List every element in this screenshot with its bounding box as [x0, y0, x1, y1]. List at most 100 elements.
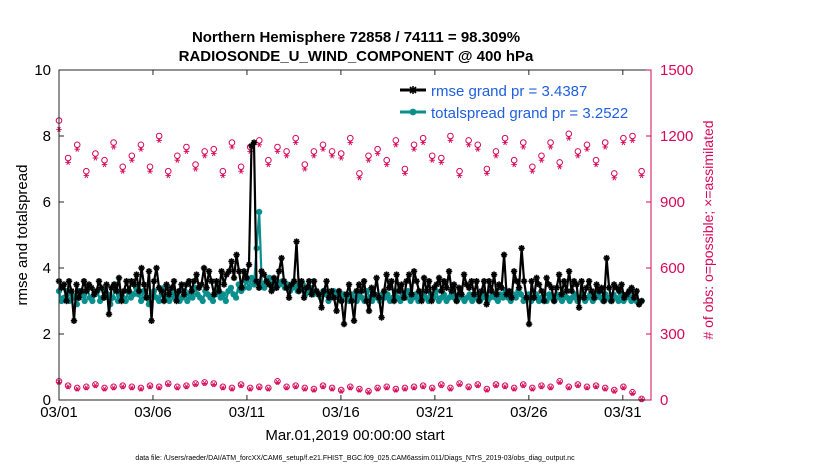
- rmse-point: [210, 291, 218, 298]
- rmse-point: [393, 271, 400, 278]
- obs-possible-marker: [456, 167, 463, 175]
- rmse-point: [490, 271, 498, 278]
- rmse-point: [473, 278, 480, 285]
- obs-assimilated-marker: [593, 161, 599, 168]
- rmse-point: [278, 254, 285, 262]
- obs-possible-marker: [547, 139, 554, 146]
- rmse-point: [530, 294, 538, 301]
- rmse-point: [390, 297, 398, 305]
- rmse-point: [358, 287, 365, 295]
- obs-possible-marker: [83, 167, 90, 175]
- obs-possible-marker: [219, 167, 227, 175]
- obs-possible-marker: [110, 139, 117, 146]
- obs-possible-low-marker: [365, 387, 372, 395]
- rmse-point: [625, 287, 633, 295]
- rmse-point: [505, 287, 513, 295]
- rmse-point: [493, 291, 500, 298]
- x-axis-label: Mar.01,2019 00:00:00 start: [265, 427, 445, 444]
- obs-possible-marker: [638, 167, 645, 175]
- rmse-point: [600, 297, 608, 305]
- rmse-point: [433, 281, 440, 288]
- rmse-point: [448, 287, 455, 295]
- obs-assimilated-low-marker: [520, 383, 527, 389]
- obs-possible-low-marker: [265, 384, 272, 392]
- rmse-point: [628, 284, 635, 291]
- legend-rmse-label: rmse grand pr = 3.4387: [431, 83, 587, 100]
- obs-assimilated-low-marker: [365, 389, 372, 395]
- obs-assimilated-low-marker: [265, 386, 272, 392]
- obs-assimilated-low-marker: [292, 384, 299, 390]
- obs-possible-low-marker: [456, 380, 463, 387]
- x-tick-label: 03/01: [40, 404, 78, 421]
- obs-possible-low-marker: [438, 381, 445, 388]
- rmse-point: [510, 268, 518, 275]
- obs-assimilated-low-marker: [356, 387, 363, 393]
- y-left-tick-label: 2: [43, 326, 51, 343]
- rmse-point: [75, 294, 83, 301]
- obs-possible-marker: [510, 156, 518, 164]
- rmse-point: [388, 278, 395, 285]
- chart-title-line2: RADIOSONDE_U_WIND_COMPONENT @ 400 hPa: [179, 48, 534, 65]
- rmse-point: [340, 320, 348, 328]
- rmse-point: [383, 271, 390, 278]
- rmse-point: [275, 268, 283, 275]
- obs-assimilated-marker: [447, 137, 454, 144]
- totalspread-point: [248, 274, 255, 281]
- rmse-point: [518, 245, 525, 252]
- rmse-point: [273, 284, 280, 291]
- rmse-point: [145, 268, 153, 275]
- rmse-point: [163, 281, 170, 288]
- obs-possible-low-marker: [483, 385, 491, 393]
- totalspread-point: [89, 297, 96, 305]
- obs-assimilated-marker: [338, 155, 344, 161]
- rmse-point: [203, 284, 210, 291]
- rmse-point: [515, 284, 523, 291]
- rmse-point: [348, 297, 355, 305]
- rmse-point: [238, 284, 245, 291]
- obs-possible-marker: [392, 137, 400, 144]
- obs-assimilated-low-marker: [147, 384, 153, 390]
- rmse-point: [190, 278, 198, 285]
- y-axis-right-label: # of obs: o=possible; ×=assimilated: [700, 120, 716, 339]
- obs-possible-low-marker: [538, 382, 545, 390]
- obs-possible-low-marker: [592, 382, 600, 390]
- obs-possible-low-marker: [83, 383, 90, 391]
- rmse-point: [295, 287, 303, 295]
- rmse-point: [460, 271, 468, 278]
- obs-possible-low-marker: [465, 383, 472, 391]
- obs-assimilated-low-marker: [92, 383, 99, 389]
- rmse-point: [240, 268, 248, 275]
- obs-possible-marker: [519, 139, 527, 146]
- rmse-point: [250, 139, 258, 146]
- obs-assimilated-marker: [220, 172, 226, 179]
- rmse-point: [428, 297, 435, 305]
- obs-possible-low-marker: [529, 384, 536, 392]
- totalspread-point: [517, 291, 525, 298]
- rmse-point: [343, 291, 350, 298]
- obs-assimilated-low-marker: [156, 385, 162, 391]
- obs-assimilated-marker: [119, 168, 126, 174]
- obs-possible-marker: [556, 159, 563, 166]
- obs-assimilated-marker: [556, 164, 563, 170]
- obs-assimilated-marker: [174, 157, 181, 163]
- rmse-point: [440, 278, 448, 285]
- obs-possible-marker: [356, 170, 363, 177]
- obs-possible-low-marker: [583, 383, 591, 391]
- y-left-tick-label: 10: [34, 62, 51, 79]
- rmse-point: [88, 284, 95, 291]
- rmse-point: [263, 278, 270, 285]
- obs-assimilated-low-marker: [465, 385, 472, 391]
- obs-possible-marker: [183, 143, 190, 151]
- obs-possible-low-marker: [547, 383, 554, 391]
- obs-possible-marker: [319, 141, 327, 149]
- obs-assimilated-low-marker: [311, 387, 317, 393]
- rmse-point: [438, 287, 445, 295]
- obs-assimilated-marker: [110, 144, 117, 150]
- obs-assimilated-marker: [620, 139, 627, 146]
- obs-assimilated-marker: [502, 139, 508, 146]
- obs-possible-low-marker: [328, 384, 336, 392]
- rmse-point: [100, 294, 108, 301]
- rmse-point: [215, 287, 223, 295]
- rmse-point: [580, 294, 588, 301]
- obs-assimilated-low-marker: [220, 385, 226, 391]
